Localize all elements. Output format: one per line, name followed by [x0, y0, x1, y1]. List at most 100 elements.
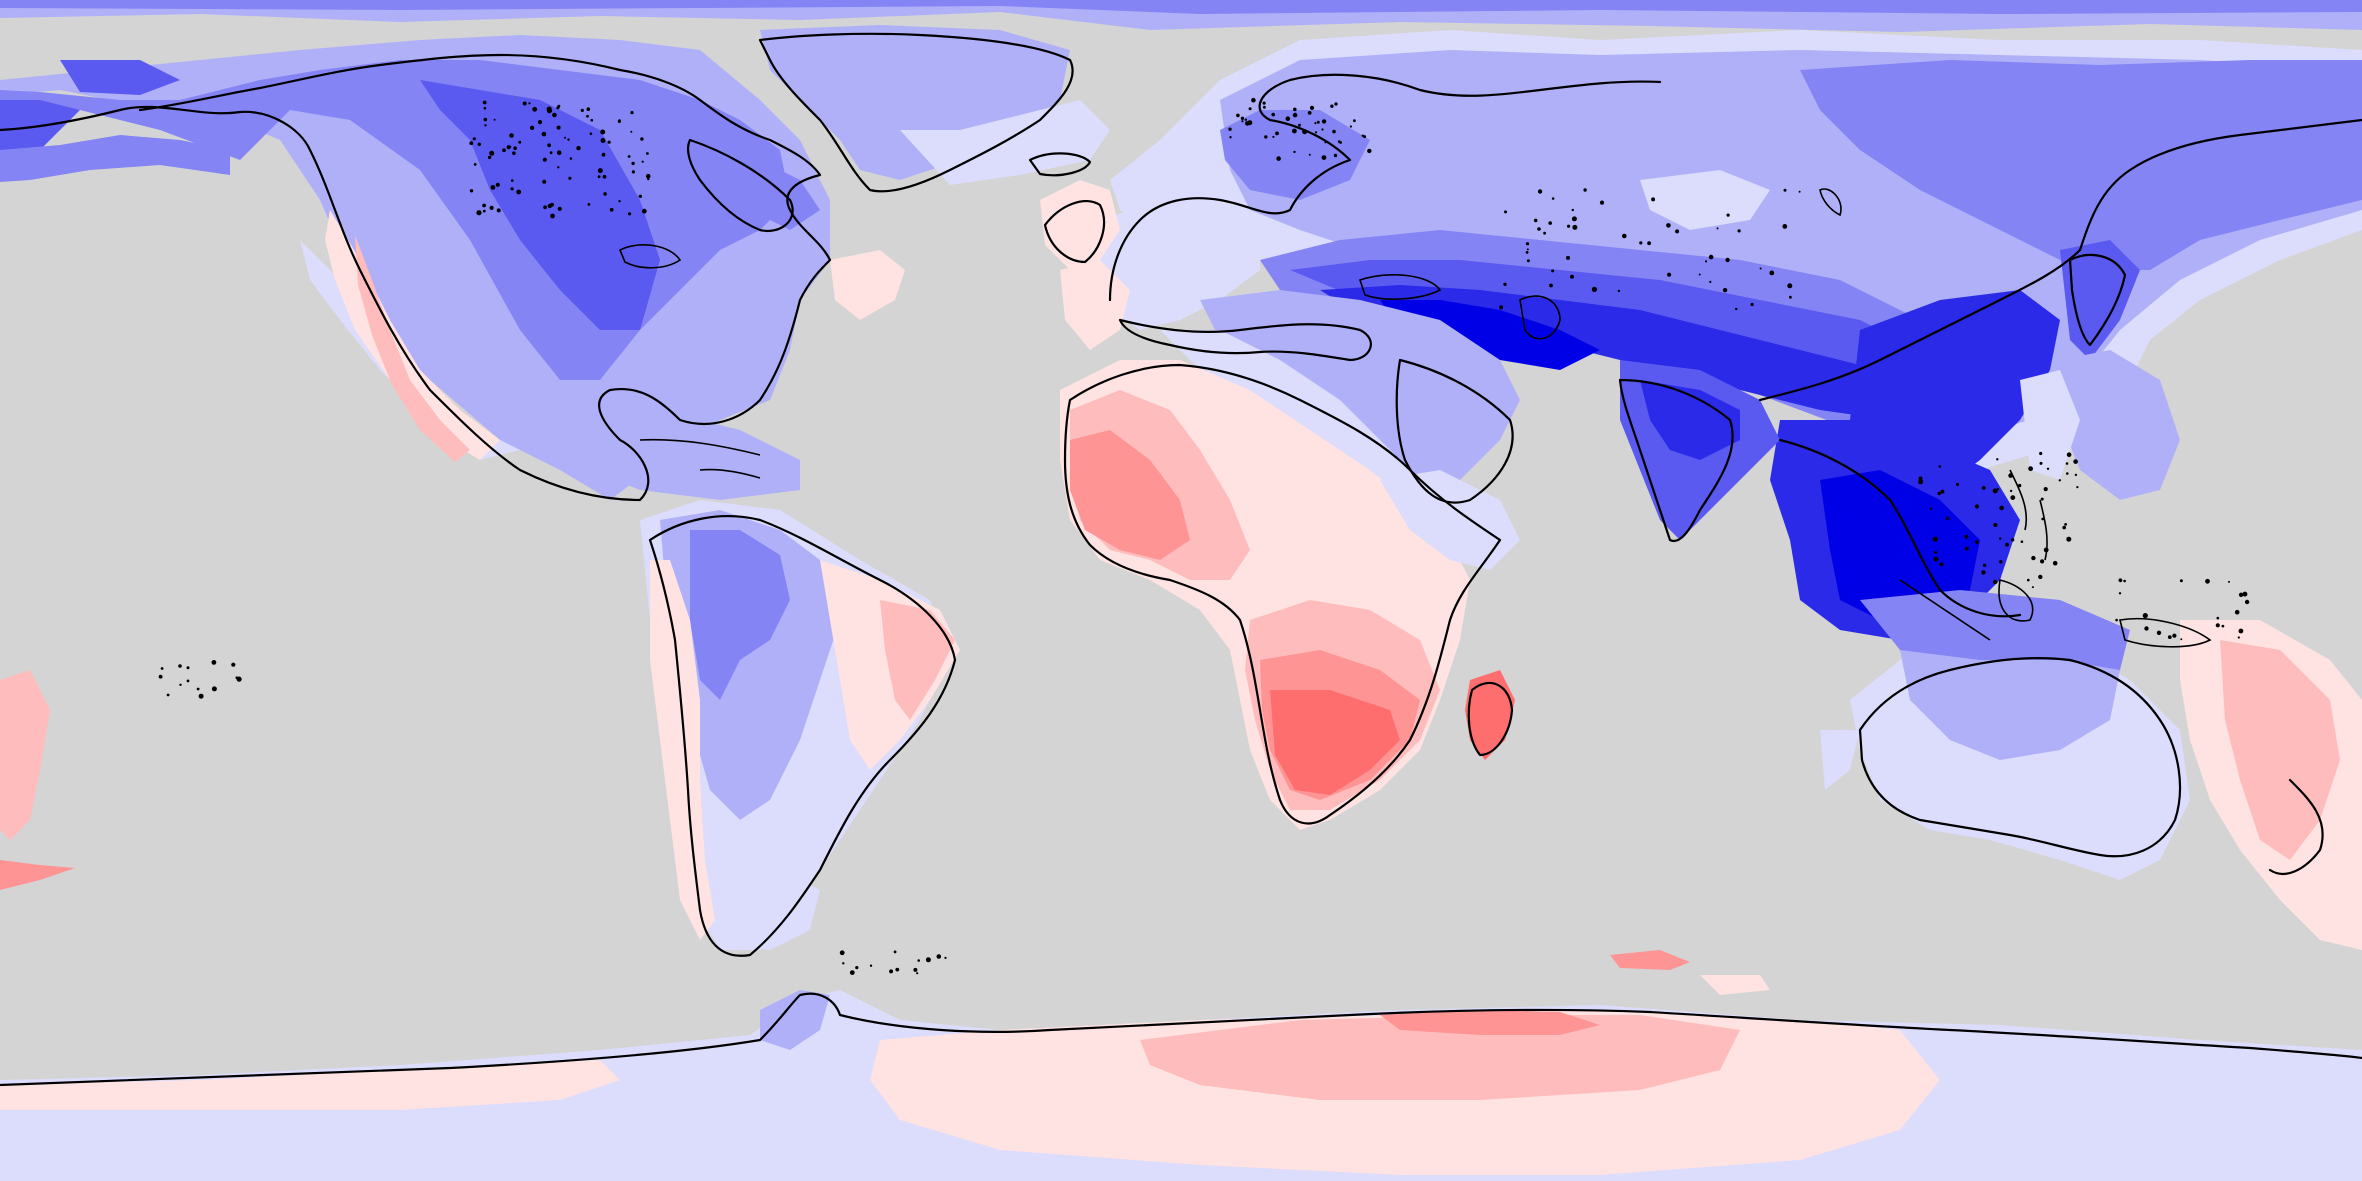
island-dot: [1583, 188, 1587, 192]
island-dot: [186, 666, 190, 670]
island-dot: [2043, 487, 2048, 492]
island-dot: [1228, 127, 1232, 131]
island-dot: [2156, 630, 2162, 635]
island-dot: [602, 174, 607, 179]
island-dot: [1996, 488, 2000, 491]
coastline-india: [1618, 378, 1734, 543]
island-dot: [1570, 274, 1574, 279]
island-dot: [1314, 131, 1318, 134]
island-dot: [549, 151, 553, 155]
island-dot: [2031, 555, 2036, 561]
region-newfoundland-anomaly: [830, 250, 905, 320]
island-dot: [1334, 102, 1338, 106]
region-alaska-coast: [0, 135, 230, 182]
island-dot: [493, 118, 496, 121]
coastlines: [0, 32, 2362, 1087]
island-dot: [556, 125, 561, 130]
island-dot: [2172, 633, 2177, 638]
island-dot: [2058, 479, 2061, 482]
region-southern-africa-core: [1270, 690, 1400, 795]
region-asia-peak: [1380, 300, 1600, 370]
island-dot: [1722, 288, 1728, 293]
region-canada-core: [420, 80, 660, 330]
island-dot: [1566, 255, 1570, 260]
island-dot: [1353, 119, 1356, 123]
coastline-southeast-asia: [1778, 438, 2022, 618]
region-arctic-top: [0, 0, 2362, 14]
region-kamchatka: [2200, 140, 2300, 220]
island-dot: [476, 210, 482, 216]
island-dot: [889, 969, 894, 974]
island-dot: [1321, 119, 1327, 124]
island-dot: [211, 686, 217, 692]
region-indonesia: [1860, 590, 2130, 670]
island-dot: [1316, 120, 1320, 124]
island-dot: [2009, 489, 2013, 493]
island-dot: [1240, 116, 1245, 121]
island-dot: [2242, 591, 2248, 597]
island-dot: [2066, 452, 2072, 458]
island-dot: [502, 148, 506, 153]
region-japan: [2060, 240, 2140, 360]
coastline-sumatra-borneo: [1899, 579, 2034, 641]
island-dot: [1349, 125, 1352, 128]
island-dot: [482, 209, 486, 213]
island-dot: [1571, 208, 1575, 212]
island-dot: [641, 208, 647, 214]
island-dot: [1293, 107, 1297, 112]
island-dot: [1939, 562, 1944, 567]
island-dot: [1675, 229, 1680, 234]
island-dot: [1666, 223, 1671, 228]
island-dot: [2216, 616, 2220, 620]
island-dot: [944, 956, 947, 960]
region-us-west-light: [300, 240, 520, 460]
region-pacific-west-streak: [0, 860, 75, 890]
coastline-australia: [1858, 656, 2182, 858]
island-dot: [1974, 504, 1980, 509]
island-dot: [849, 970, 855, 975]
island-dot: [586, 107, 591, 111]
island-dot: [1337, 140, 1341, 143]
island-dot: [2167, 635, 2172, 639]
region-baffin: [60, 60, 180, 95]
island-dot: [1332, 129, 1336, 134]
island-dot: [1932, 536, 1938, 542]
island-dot: [547, 143, 551, 148]
island-dot: [495, 182, 500, 187]
coastline-iceland: [1028, 152, 1092, 177]
coastline-baikal: [1819, 188, 1842, 217]
island-dot: [1571, 216, 1577, 222]
island-dot: [510, 187, 514, 191]
island-dot: [1549, 283, 1553, 288]
island-dot: [211, 660, 217, 665]
island-dot: [1309, 105, 1315, 110]
island-dot: [2010, 495, 2016, 500]
island-dot: [1737, 229, 1741, 233]
region-west-africa-core: [1070, 430, 1190, 560]
island-dot: [2011, 538, 2015, 542]
island-dot: [469, 189, 474, 193]
island-dot: [1617, 289, 1621, 293]
island-dot: [2062, 525, 2066, 530]
island-dot: [1272, 135, 1275, 138]
region-uk-anomaly: [1040, 180, 1120, 270]
island-dot: [1982, 563, 1987, 567]
island-dot: [1735, 307, 1738, 311]
island-dot: [482, 100, 487, 105]
region-antarctic-peninsula: [760, 990, 830, 1050]
island-dot: [2065, 462, 2069, 465]
coastline-mediterranean: [1118, 318, 1372, 362]
island-dot: [640, 137, 644, 141]
coastline-east-asia: [1758, 118, 2362, 402]
coastline-south-america: [648, 514, 957, 957]
island-dot: [2073, 459, 2078, 464]
island-dot: [2205, 578, 2210, 584]
island-dot: [2118, 592, 2122, 595]
island-dot: [627, 155, 631, 158]
island-dot: [600, 138, 606, 143]
island-dot: [631, 161, 635, 166]
island-dot: [2041, 517, 2045, 521]
island-dot: [1302, 129, 1308, 135]
coastline-japan: [2068, 253, 2127, 347]
island-dot: [2221, 624, 2225, 628]
